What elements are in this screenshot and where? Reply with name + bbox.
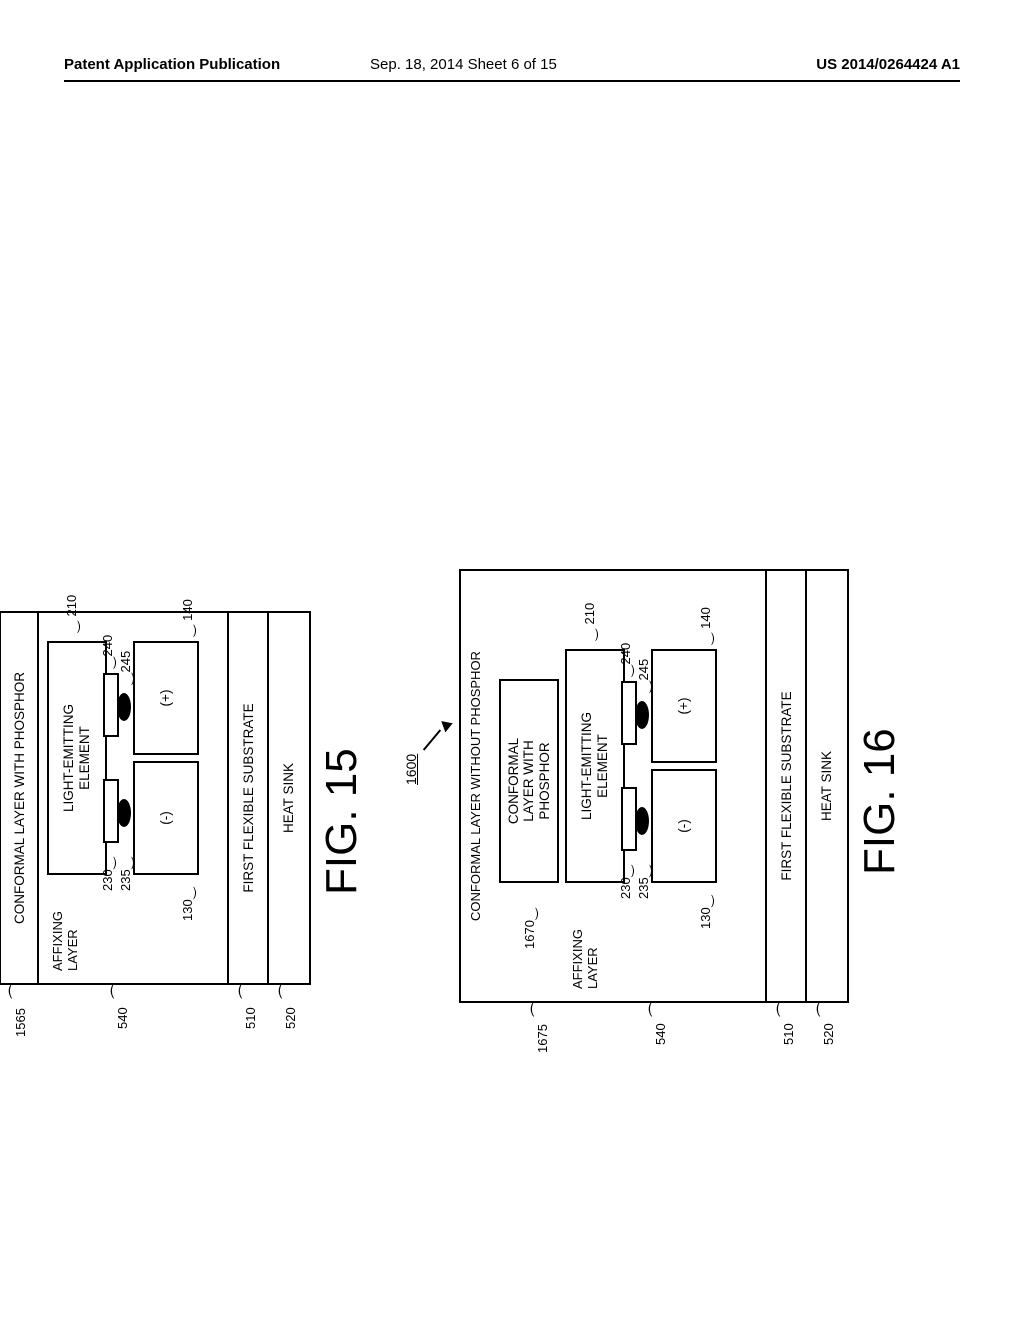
fig16-affixing-ref: 540 bbox=[653, 1023, 668, 1045]
header-left: Patent Application Publication bbox=[64, 56, 280, 73]
fig15-230: 230⏝ bbox=[101, 857, 116, 891]
fig15-lee-box: LIGHT-EMITTING ELEMENT bbox=[47, 641, 107, 875]
fig15-heatsink-text: HEAT SINK bbox=[281, 763, 297, 833]
fig15-blob-235 bbox=[117, 799, 131, 827]
fig16-235: 235⏝ bbox=[637, 865, 652, 899]
fig16-130: 130⏝ bbox=[699, 895, 714, 929]
fig16-caption: FIG. 16 bbox=[855, 728, 905, 875]
fig15-substrate-text: FIRST FLEXIBLE SUBSTRATE bbox=[241, 703, 257, 892]
fig16-heatsink-ref: 520 bbox=[821, 1023, 836, 1045]
page-header: Patent Application Publication Sep. 18, … bbox=[0, 56, 1024, 76]
fig15-140: ⏝ 140 bbox=[181, 599, 196, 637]
header-center: Sep. 18, 2014 Sheet 6 of 15 bbox=[370, 56, 557, 73]
fig15-caption: FIG. 15 bbox=[317, 748, 367, 895]
brace-icon: ⏜ bbox=[10, 984, 28, 999]
fig16-blob-235 bbox=[635, 807, 649, 835]
fig15-pad-minus: (-) bbox=[133, 761, 199, 875]
brace-icon: ⏜ bbox=[240, 984, 258, 999]
fig15-lee-text: LIGHT-EMITTING ELEMENT bbox=[61, 704, 92, 812]
fig15-heatsink-ref: 520 bbox=[283, 1007, 298, 1029]
fig15-minus: (-) bbox=[158, 811, 174, 825]
fig15-affixing-text: AFFIXING LAYER bbox=[51, 911, 81, 971]
fig15-245: ⏝245 bbox=[119, 651, 134, 685]
brace-icon: ⏜ bbox=[818, 1002, 836, 1017]
fig16-heatsink-box: HEAT SINK bbox=[805, 569, 849, 1003]
fig15-stage: 1500 1565 ⏜ CONFORMAL LAYER WITH PHOSPHO… bbox=[0, 485, 375, 1105]
fig15-plus: (+) bbox=[158, 690, 174, 707]
fig16-substrate-ref: 510 bbox=[781, 1023, 796, 1045]
fig16-pad-plus: (+) bbox=[651, 649, 717, 763]
brace-icon: ⏜ bbox=[112, 984, 130, 999]
fig15-130: 130⏝ bbox=[181, 887, 196, 921]
fig16-substrate-text: FIRST FLEXIBLE SUBSTRATE bbox=[779, 691, 795, 880]
fig16-inner-text: CONFORMAL LAYER WITH PHOSPHOR bbox=[506, 738, 553, 824]
fig16-lee-box: LIGHT-EMITTING ELEMENT bbox=[565, 649, 625, 883]
header-divider bbox=[64, 80, 960, 82]
fig15-substrate-box: FIRST FLEXIBLE SUBSTRATE bbox=[227, 611, 271, 985]
brace-icon: ⏜ bbox=[280, 984, 298, 999]
fig16-245: ⏝245 bbox=[637, 659, 652, 693]
fig15-affixing-box: AFFIXING LAYER LIGHT-EMITTING ELEMENT ⏝2… bbox=[37, 611, 231, 985]
fig16-outer-box: CONFORMAL LAYER WITHOUT PHOSPHOR 1670⏝ C… bbox=[459, 569, 769, 1003]
brace-icon: ⏜ bbox=[778, 1002, 796, 1017]
fig15-conformal-text: CONFORMAL LAYER WITH PHOSPHOR bbox=[12, 672, 28, 924]
fig15-lee-ref: ⏝210 bbox=[65, 595, 80, 633]
fig15-conformal-ref: 1565 bbox=[13, 1008, 28, 1037]
fig15-blob-245 bbox=[117, 693, 131, 721]
fig15-conformal-box: CONFORMAL LAYER WITH PHOSPHOR bbox=[0, 611, 41, 985]
fig16-inner-ref: 1670⏝ bbox=[523, 908, 538, 949]
fig16-240: ⏝240 bbox=[619, 643, 634, 677]
fig15-pad-plus: (+) bbox=[133, 641, 199, 755]
fig16-ref-arrow bbox=[441, 718, 455, 733]
fig16-inner-box: CONFORMAL LAYER WITH PHOSPHOR bbox=[499, 679, 559, 883]
fig16-230: 230⏝ bbox=[619, 865, 634, 899]
fig16-plus: (+) bbox=[676, 698, 692, 715]
brace-icon: ⏜ bbox=[532, 1002, 550, 1017]
fig16-140: ⏝ 140 bbox=[699, 607, 714, 645]
fig16-ref-line bbox=[423, 729, 441, 750]
header-right: US 2014/0264424 A1 bbox=[816, 56, 960, 73]
fig16-lee-text: LIGHT-EMITTING ELEMENT bbox=[579, 712, 610, 820]
fig15-heatsink-box: HEAT SINK bbox=[267, 611, 311, 985]
fig16-stage: 1600 1675 ⏜ CONFORMAL LAYER WITHOUT PHOS… bbox=[425, 435, 915, 1115]
fig15-240: ⏝240 bbox=[101, 635, 116, 669]
fig16-affixing-text: AFFIXING LAYER bbox=[571, 929, 601, 989]
fig16-blob-245 bbox=[635, 701, 649, 729]
brace-icon: ⏜ bbox=[650, 1002, 668, 1017]
fig15-affixing-ref: 540 bbox=[115, 1007, 130, 1029]
fig15-235: 235⏝ bbox=[119, 857, 134, 891]
fig16-ref: 1600 bbox=[403, 754, 419, 785]
fig16-heatsink-text: HEAT SINK bbox=[819, 751, 835, 821]
fig16-lee-ref: ⏝210 bbox=[583, 603, 598, 641]
fig16-pad-minus: (-) bbox=[651, 769, 717, 883]
fig15-substrate-ref: 510 bbox=[243, 1007, 258, 1029]
fig16-outer-text: CONFORMAL LAYER WITHOUT PHOSPHOR bbox=[469, 571, 484, 1001]
fig16-outer-ref: 1675 bbox=[535, 1024, 550, 1053]
fig16-minus: (-) bbox=[676, 819, 692, 833]
fig16-substrate-box: FIRST FLEXIBLE SUBSTRATE bbox=[765, 569, 809, 1003]
